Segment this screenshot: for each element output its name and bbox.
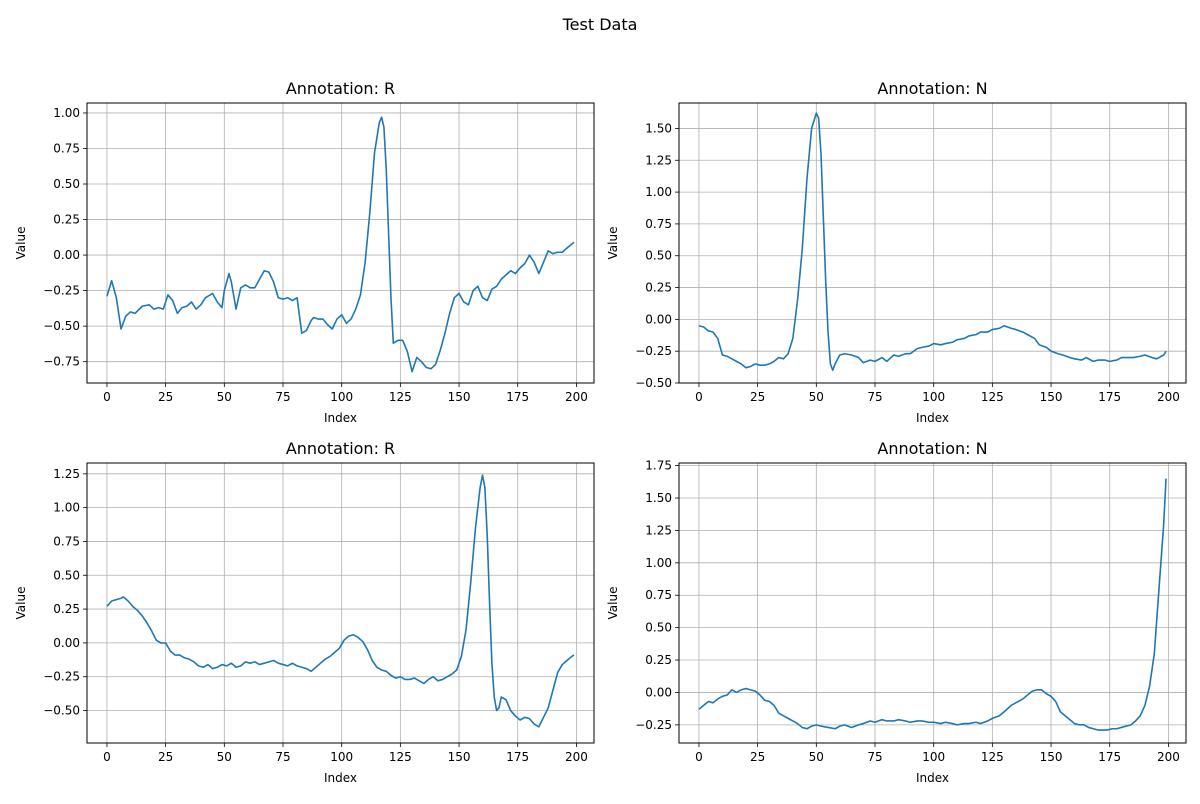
x-tick-label: 50 bbox=[217, 390, 232, 404]
x-tick-label: 25 bbox=[158, 390, 173, 404]
y-tick-label: 1.00 bbox=[53, 501, 80, 515]
x-tick-label: 100 bbox=[330, 750, 353, 764]
y-tick-label: 0.75 bbox=[53, 534, 80, 548]
x-axis-label: Index bbox=[916, 771, 949, 785]
y-tick-label: 1.25 bbox=[645, 523, 672, 537]
x-tick-label: 0 bbox=[103, 390, 111, 404]
x-axis-label: Index bbox=[916, 411, 949, 425]
y-tick-label: −0.50 bbox=[43, 704, 80, 718]
x-tick-label: 0 bbox=[695, 390, 703, 404]
chart-panel-4: 0 25 50 75 100 125 150 175 200 −0.25 0.00 0.25 0.50 0… bbox=[606, 439, 1187, 785]
chart-title: Annotation: R bbox=[286, 79, 395, 98]
y-tick-label: 1.00 bbox=[53, 106, 80, 120]
x-tick-label: 50 bbox=[809, 390, 824, 404]
y-tick-label: 1.50 bbox=[645, 121, 672, 135]
series-line bbox=[698, 478, 1167, 731]
series-line bbox=[106, 474, 575, 728]
axes-frame bbox=[86, 462, 595, 744]
y-tick-label: 0.75 bbox=[53, 141, 80, 155]
y-tick-label: 0.50 bbox=[53, 568, 80, 582]
chart-title: Annotation: R bbox=[286, 439, 395, 458]
y-tick-label: −0.25 bbox=[635, 344, 672, 358]
y-tick-label: 0.25 bbox=[645, 653, 672, 667]
x-tick-label: 75 bbox=[275, 750, 290, 764]
x-tick-label: 100 bbox=[922, 750, 945, 764]
y-tick-label: 0.50 bbox=[645, 249, 672, 263]
x-tick-label: 200 bbox=[1157, 750, 1180, 764]
x-tick-label: 175 bbox=[1098, 750, 1121, 764]
x-tick-label: 175 bbox=[1098, 390, 1121, 404]
y-tick-label: 0.75 bbox=[645, 588, 672, 602]
x-tick-label: 25 bbox=[750, 750, 765, 764]
y-tick-label: −0.25 bbox=[43, 284, 80, 298]
x-tick-label: 0 bbox=[103, 750, 111, 764]
y-axis-label: Value bbox=[606, 227, 620, 260]
axes-frame bbox=[678, 462, 1187, 744]
y-tick-label: 1.75 bbox=[645, 459, 672, 473]
x-tick-label: 200 bbox=[565, 750, 588, 764]
chart-panel-2: 0 25 50 75 100 125 150 175 200 −0.50 −0.25 0.00 0.25… bbox=[606, 79, 1187, 425]
x-tick-label: 125 bbox=[981, 390, 1004, 404]
figure-suptitle: Test Data bbox=[562, 15, 638, 34]
y-tick-label: 0.50 bbox=[645, 621, 672, 635]
y-axis-label: Value bbox=[14, 227, 28, 260]
y-tick-label: 0.25 bbox=[645, 281, 672, 295]
x-tick-label: 200 bbox=[565, 390, 588, 404]
x-tick-label: 200 bbox=[1157, 390, 1180, 404]
series-line bbox=[106, 116, 575, 373]
x-tick-label: 100 bbox=[330, 390, 353, 404]
y-axis-label: Value bbox=[14, 587, 28, 620]
x-tick-label: 75 bbox=[867, 390, 882, 404]
x-tick-label: 125 bbox=[389, 750, 412, 764]
x-tick-label: 50 bbox=[217, 750, 232, 764]
x-tick-label: 150 bbox=[1040, 750, 1063, 764]
x-axis-label: Index bbox=[324, 411, 357, 425]
y-tick-label: 0.00 bbox=[53, 636, 80, 650]
x-tick-label: 150 bbox=[448, 750, 471, 764]
y-tick-label: 1.25 bbox=[53, 467, 80, 481]
axes-frame bbox=[86, 102, 595, 384]
x-tick-label: 175 bbox=[506, 750, 529, 764]
y-tick-label: 0.75 bbox=[645, 217, 672, 231]
y-tick-label: 0.25 bbox=[53, 602, 80, 616]
y-tick-label: 1.50 bbox=[645, 491, 672, 505]
x-axis-label: Index bbox=[324, 771, 357, 785]
y-tick-label: 1.00 bbox=[645, 556, 672, 570]
x-tick-label: 75 bbox=[275, 390, 290, 404]
y-tick-label: −0.50 bbox=[43, 319, 80, 333]
x-tick-label: 100 bbox=[922, 390, 945, 404]
y-tick-label: 0.00 bbox=[645, 685, 672, 699]
y-tick-label: −0.75 bbox=[43, 355, 80, 369]
chart-panel-1: 0 25 50 75 100 125 150 175 200 −0.75 −0.50 −0.25 0.0… bbox=[14, 79, 595, 425]
y-tick-label: 0.00 bbox=[645, 312, 672, 326]
y-tick-label: −0.25 bbox=[635, 718, 672, 732]
x-tick-label: 75 bbox=[867, 750, 882, 764]
y-tick-label: 0.50 bbox=[53, 177, 80, 191]
x-tick-label: 125 bbox=[389, 390, 412, 404]
y-axis-label: Value bbox=[606, 587, 620, 620]
x-tick-label: 150 bbox=[1040, 390, 1063, 404]
chart-title: Annotation: N bbox=[877, 439, 987, 458]
y-tick-label: −0.25 bbox=[43, 670, 80, 684]
x-tick-label: 25 bbox=[750, 390, 765, 404]
x-tick-label: 125 bbox=[981, 750, 1004, 764]
x-tick-label: 150 bbox=[448, 390, 471, 404]
y-tick-label: −0.50 bbox=[635, 376, 672, 390]
axes-frame bbox=[678, 102, 1187, 384]
y-tick-label: 0.00 bbox=[53, 248, 80, 262]
series-line bbox=[698, 112, 1167, 372]
chart-title: Annotation: N bbox=[877, 79, 987, 98]
x-tick-label: 0 bbox=[695, 750, 703, 764]
x-tick-label: 25 bbox=[158, 750, 173, 764]
chart-panel-3: 0 25 50 75 100 125 150 175 200 −0.50 −0.25 0.00 0.25… bbox=[14, 439, 595, 785]
x-tick-label: 175 bbox=[506, 390, 529, 404]
y-tick-label: 1.00 bbox=[645, 185, 672, 199]
x-tick-label: 50 bbox=[809, 750, 824, 764]
y-tick-label: 0.25 bbox=[53, 213, 80, 227]
y-tick-label: 1.25 bbox=[645, 153, 672, 167]
